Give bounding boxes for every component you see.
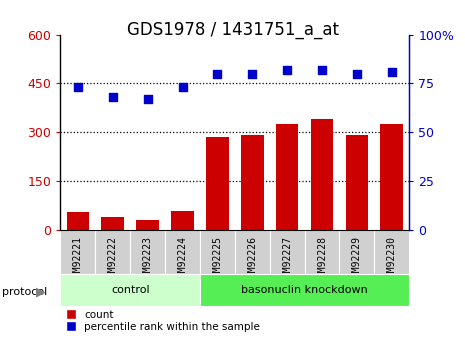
Text: basonuclin knockdown: basonuclin knockdown [241, 285, 368, 295]
Point [248, 71, 256, 76]
Point [388, 69, 395, 75]
Point [283, 67, 291, 72]
Point [353, 71, 361, 76]
Bar [200, 230, 235, 274]
Point [74, 85, 82, 90]
Text: GSM92225: GSM92225 [213, 236, 222, 284]
Text: GSM92224: GSM92224 [178, 236, 187, 284]
Text: GSM92227: GSM92227 [282, 236, 292, 284]
Bar [136, 220, 159, 230]
Bar [270, 230, 305, 274]
Bar [235, 230, 270, 274]
Bar [200, 274, 409, 306]
Text: GSM92226: GSM92226 [247, 236, 257, 284]
Bar [276, 124, 299, 230]
Bar [165, 230, 200, 274]
Point [109, 94, 116, 100]
Text: GSM92221: GSM92221 [73, 236, 83, 284]
Bar [60, 274, 200, 306]
Text: protocol: protocol [2, 287, 47, 296]
Legend: count, percentile rank within the sample: count, percentile rank within the sample [66, 310, 260, 332]
Bar [311, 119, 333, 230]
Bar [305, 230, 339, 274]
Bar [101, 217, 124, 230]
Bar [241, 135, 264, 230]
Point [144, 96, 152, 102]
Bar [339, 230, 374, 274]
Point [179, 85, 186, 90]
Text: GSM92223: GSM92223 [143, 236, 153, 284]
Bar [206, 137, 229, 230]
Text: GSM92230: GSM92230 [387, 236, 397, 284]
Point [318, 67, 325, 72]
Text: GSM92228: GSM92228 [317, 236, 327, 284]
Bar [374, 230, 409, 274]
Bar [130, 230, 165, 274]
Text: ▶: ▶ [36, 285, 46, 298]
Point [214, 71, 221, 76]
Text: GSM92229: GSM92229 [352, 236, 362, 284]
Bar [345, 135, 368, 230]
Text: GSM92222: GSM92222 [108, 236, 118, 284]
Text: GDS1978 / 1431751_a_at: GDS1978 / 1431751_a_at [126, 21, 339, 39]
Bar [60, 230, 95, 274]
Bar [95, 230, 130, 274]
Bar [380, 124, 403, 230]
Text: control: control [111, 285, 150, 295]
Bar [171, 211, 194, 230]
Bar [66, 212, 89, 230]
